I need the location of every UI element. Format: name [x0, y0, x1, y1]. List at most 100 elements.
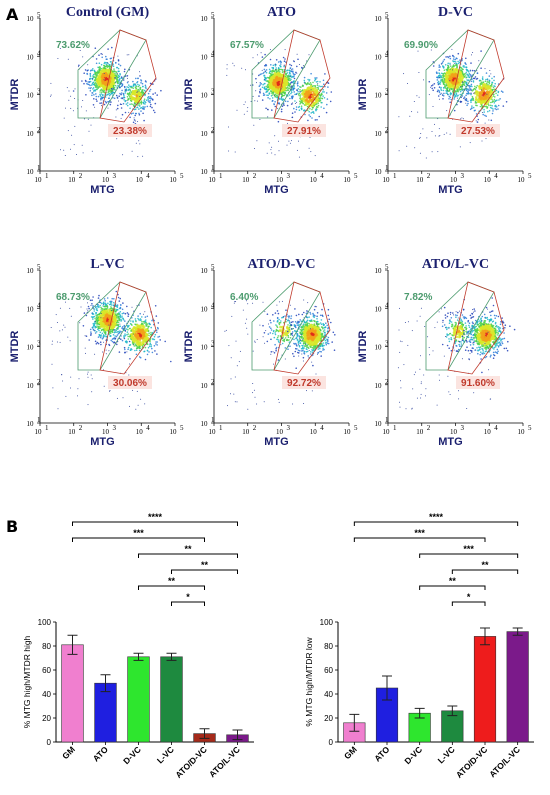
event-point: [127, 338, 130, 340]
event-point: [135, 85, 138, 88]
event-point: [482, 81, 485, 83]
event-point: [498, 99, 500, 101]
event-point: [70, 315, 72, 317]
event-point: [244, 101, 246, 103]
event-point: [407, 83, 408, 84]
event-point: [470, 83, 473, 86]
gate-low-mtdr: [99, 29, 157, 123]
event-point: [316, 80, 319, 83]
event-point: [303, 76, 306, 79]
event-point: [126, 100, 128, 102]
event-point: [129, 116, 131, 119]
event-point: [320, 106, 322, 108]
event-point: [277, 72, 280, 76]
event-point: [131, 348, 133, 351]
event-point: [297, 81, 299, 83]
event-point: [142, 155, 144, 157]
event-point: [317, 104, 320, 107]
event-point: [100, 307, 103, 310]
event-point: [436, 72, 438, 75]
event-point: [291, 91, 293, 94]
event-point: [289, 82, 292, 84]
event-point: [133, 108, 136, 111]
event-point: [144, 101, 146, 103]
event-point: [70, 376, 72, 378]
event-point: [107, 91, 109, 94]
event-point: [290, 92, 292, 95]
event-point: [85, 352, 86, 354]
event-point: [61, 329, 63, 331]
x-tick-label: 10: [35, 176, 43, 184]
event-point: [134, 103, 136, 105]
event-point: [145, 337, 149, 341]
event-point: [313, 104, 316, 107]
event-point: [118, 319, 121, 322]
event-point: [128, 374, 130, 376]
event-point: [101, 89, 103, 92]
flow-panel-title: D-VC: [438, 5, 473, 20]
event-point: [262, 72, 264, 75]
event-point: [267, 116, 269, 118]
event-point: [148, 351, 150, 353]
event-point: [143, 119, 145, 122]
event-point: [320, 319, 323, 321]
event-point: [468, 84, 470, 87]
event-point: [292, 87, 295, 90]
event-point: [264, 88, 266, 90]
event-point: [470, 80, 473, 83]
event-point: [274, 333, 277, 336]
event-point: [154, 102, 157, 105]
event-point: [70, 387, 71, 389]
event-point: [308, 316, 310, 318]
event-point: [289, 63, 291, 66]
event-point: [309, 353, 312, 355]
event-point: [146, 315, 149, 318]
event-point: [139, 96, 141, 97]
event-point: [91, 391, 93, 393]
event-point: [67, 130, 69, 132]
event-point: [459, 83, 462, 87]
event-point: [250, 100, 252, 102]
event-point: [465, 81, 468, 84]
event-point: [492, 86, 495, 89]
event-point: [77, 395, 78, 397]
event-point: [143, 99, 145, 102]
event-point: [137, 104, 139, 106]
event-point: [150, 326, 152, 329]
x-tick-exponent: 3: [113, 424, 117, 432]
event-point: [265, 107, 267, 110]
event-point: [281, 99, 284, 101]
event-point: [253, 124, 255, 126]
event-point: [132, 85, 135, 87]
event-point: [86, 69, 89, 72]
event-point: [296, 92, 298, 95]
event-point: [271, 97, 274, 99]
event-point: [126, 351, 128, 353]
event-point: [273, 352, 276, 354]
event-point: [226, 74, 228, 76]
event-point: [297, 88, 300, 90]
event-point: [483, 108, 485, 111]
x-tick-label: 10: [276, 176, 284, 184]
event-point: [316, 105, 318, 108]
event-point: [483, 111, 485, 113]
y-tick-label: 10: [27, 168, 35, 176]
event-point: [300, 107, 303, 110]
event-point: [282, 88, 286, 91]
event-point: [138, 84, 141, 87]
event-point: [119, 73, 121, 76]
x-tick-exponent: 2: [79, 172, 83, 180]
event-point: [233, 65, 235, 67]
event-point: [260, 73, 262, 75]
event-point: [320, 355, 322, 357]
event-point: [299, 97, 301, 100]
event-point: [269, 332, 272, 334]
event-point: [85, 335, 88, 337]
event-point: [138, 347, 141, 350]
event-point: [293, 77, 296, 80]
event-point: [449, 62, 451, 65]
event-point: [130, 323, 133, 326]
event-point: [266, 152, 268, 154]
event-point: [449, 93, 452, 96]
event-point: [453, 96, 456, 98]
